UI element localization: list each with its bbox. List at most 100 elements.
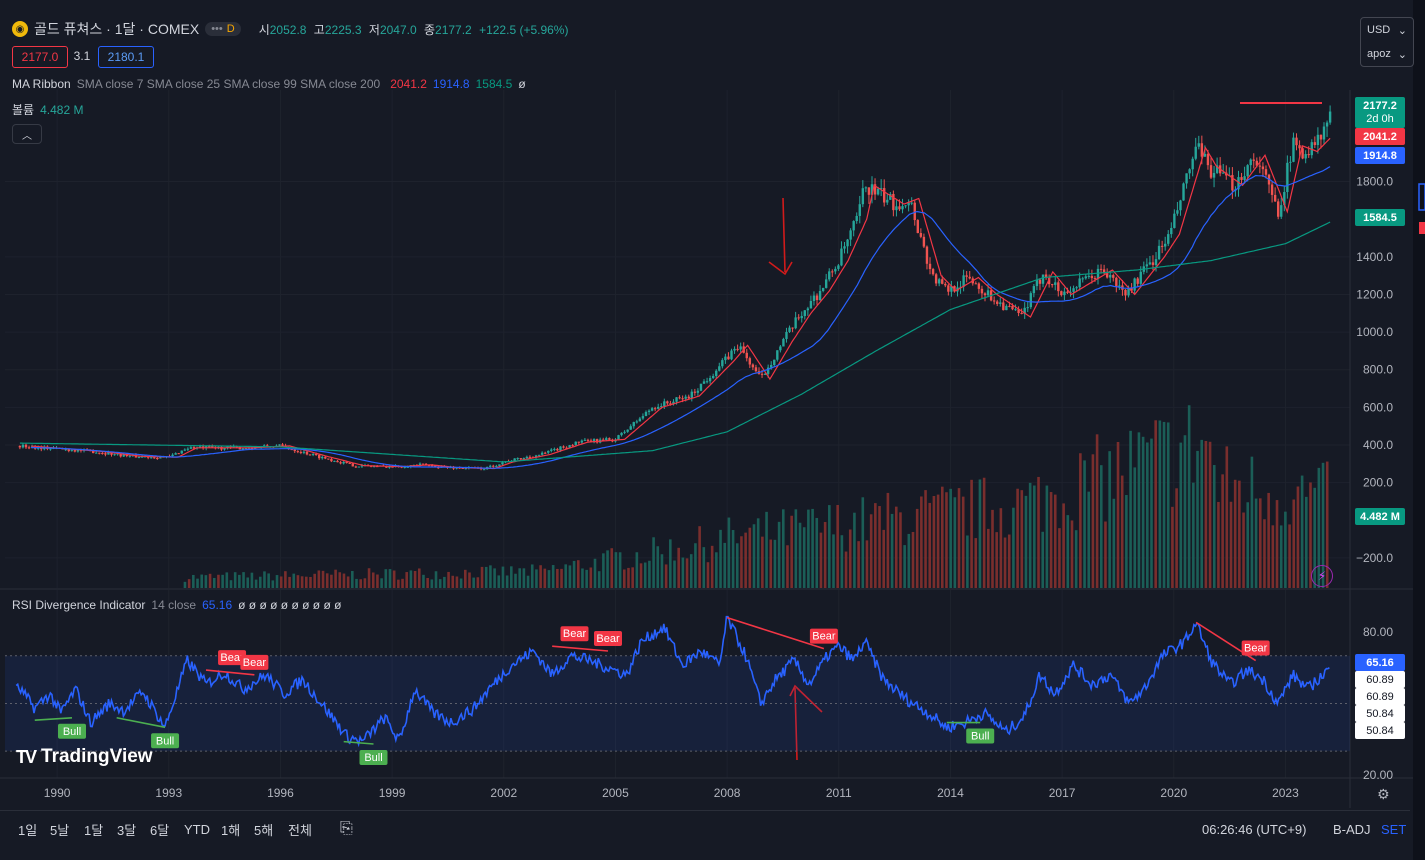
volume-bar [401, 578, 404, 588]
volume-bar [1179, 442, 1183, 588]
candle-body [941, 279, 944, 284]
sell-button[interactable]: 2177.0 [12, 46, 68, 68]
range-3m[interactable]: 3달 [117, 822, 137, 838]
range-1m[interactable]: 1달 [84, 822, 104, 838]
bolt-icon[interactable]: ⚡ [1311, 565, 1333, 587]
open-label: 시 [258, 22, 270, 37]
scale-select[interactable]: apoz ⌄ [1361, 42, 1413, 66]
candle-body [1200, 143, 1204, 157]
range-5y[interactable]: 5해 [254, 822, 274, 838]
candle-body [806, 308, 810, 311]
candle-body [828, 271, 831, 280]
edge-marker-red [1419, 222, 1425, 234]
candle-body [321, 456, 324, 459]
volume-bar [1200, 439, 1204, 588]
volume-bar [911, 531, 915, 588]
volume-bar [639, 563, 643, 588]
volume-bar [551, 565, 555, 588]
volume-bar [455, 576, 459, 588]
range-ytd[interactable]: YTD [184, 821, 210, 837]
candle-body [629, 426, 632, 430]
volume-bar [233, 572, 237, 588]
volume-bar [447, 571, 450, 588]
gear-icon[interactable]: ⚙ [1377, 786, 1390, 802]
candle-body [360, 465, 364, 467]
volume-bar [618, 552, 622, 588]
volume-bar [890, 513, 894, 588]
volume-bar [928, 502, 932, 588]
volume-bar [1300, 475, 1304, 588]
candle-body [669, 403, 672, 405]
candle-body [495, 465, 498, 467]
symbol-title[interactable]: 골드 퓨쳐스 · 1달 · COMEX [34, 21, 200, 37]
volume-bar [572, 560, 576, 588]
candle-body [461, 468, 464, 470]
volume-bar [1254, 498, 1258, 588]
volume-bar [1288, 524, 1291, 588]
volume-bar [924, 490, 927, 588]
volume-bar [288, 576, 291, 588]
candle-body [1060, 291, 1063, 296]
volume-bar [430, 579, 434, 588]
adjust-toggle[interactable]: B-ADJ [1333, 821, 1371, 837]
volume-bar [602, 553, 605, 588]
candle-body [522, 458, 526, 460]
ma-ribbon-legend[interactable]: MA Ribbon SMA close 7 SMA close 25 SMA c… [12, 77, 526, 91]
candle-body [977, 283, 981, 289]
data-badge[interactable]: ••• D [205, 22, 241, 36]
volume-bar [1112, 498, 1116, 588]
volume-bar [250, 572, 254, 588]
collapse-legend-button[interactable]: ︿ [12, 124, 42, 144]
candle-body [1014, 309, 1017, 311]
volume-bar [882, 529, 886, 588]
range-all[interactable]: 전체 [288, 822, 312, 838]
candle-body [354, 466, 358, 468]
candle-body [1167, 234, 1170, 244]
range-6m[interactable]: 6달 [150, 822, 170, 838]
volume-bar [1305, 496, 1308, 588]
candle-body [834, 268, 837, 272]
buy-button[interactable]: 2180.1 [98, 46, 154, 68]
candle-body [76, 449, 80, 452]
candle-body [1295, 137, 1298, 146]
calendar-goto-icon[interactable]: ⎘ [340, 820, 353, 837]
volume-bar [1037, 476, 1040, 588]
candle-body [421, 463, 425, 465]
range-1y[interactable]: 1해 [221, 822, 241, 838]
candle-body [64, 449, 67, 451]
volume-bar [798, 522, 802, 588]
volume-bar [1258, 498, 1262, 588]
volume-bar [932, 495, 936, 588]
rsi-legend[interactable]: RSI Divergence Indicator 14 close 65.16 … [12, 598, 341, 612]
volume-bar [1242, 512, 1245, 588]
range-5d[interactable]: 5날 [50, 822, 70, 838]
currency-menu[interactable]: USD ⌄ apoz ⌄ [1360, 17, 1414, 67]
candle-body [177, 453, 180, 455]
volume-legend[interactable]: 볼륨 4.482 M [12, 101, 83, 118]
candle-body [904, 205, 907, 207]
volume-bar [756, 518, 760, 588]
volume-bar [493, 568, 496, 588]
bull-signal: Bull [151, 733, 180, 749]
candle-body [672, 401, 675, 404]
signal-label: Bear [243, 657, 267, 669]
volume-bar [894, 506, 898, 588]
volume-bar [723, 542, 727, 588]
clock-time[interactable]: 06:26:46 (UTC+9) [1202, 821, 1307, 837]
settlement-toggle[interactable]: SET [1381, 821, 1407, 837]
candle-body [1075, 287, 1078, 289]
candle-body [1072, 288, 1075, 292]
range-1d[interactable]: 1일 [18, 822, 38, 838]
candle-body [427, 465, 431, 467]
candle-body [715, 370, 718, 377]
y-tick-label: −200.0 [1356, 551, 1393, 565]
candle-body [919, 233, 923, 237]
volume-bar [1045, 485, 1049, 588]
candle-body [1270, 184, 1274, 195]
candle-body [1081, 278, 1084, 280]
currency-select[interactable]: USD ⌄ [1361, 18, 1413, 42]
x-tick-label: 2011 [826, 786, 852, 800]
candle-body [751, 364, 755, 368]
volume-bar [840, 535, 844, 588]
